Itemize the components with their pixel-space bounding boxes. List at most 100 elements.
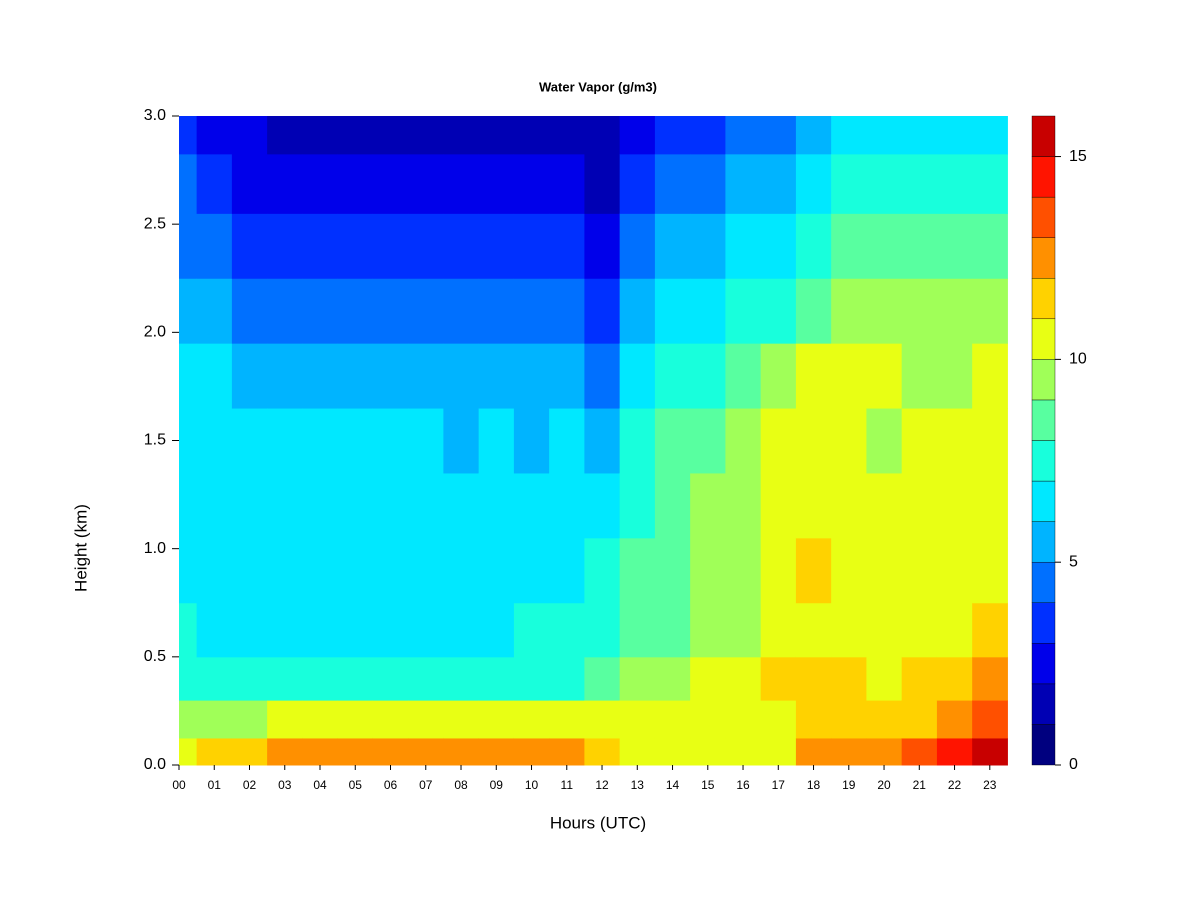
colorbar-band: [1031, 359, 1056, 401]
contour-cell: [267, 537, 303, 604]
contour-cell: [196, 278, 233, 344]
contour-cell: [549, 602, 585, 658]
contour-cell: [267, 116, 303, 155]
colorbar-band: [1031, 318, 1056, 360]
chart-title: Water Vapor (g/m3): [539, 79, 657, 94]
x-tick-label: 16: [736, 778, 750, 792]
contour-cell: [478, 343, 515, 409]
contour-cell: [478, 408, 515, 474]
contour-cell: [478, 213, 515, 279]
contour-cell: [408, 278, 444, 344]
contour-cell: [972, 602, 1008, 658]
x-tick-label: 03: [278, 778, 292, 792]
contour-cell: [549, 408, 585, 474]
contour-cell: [267, 602, 303, 658]
contour-cell: [831, 700, 867, 739]
contour-cell: [372, 700, 409, 739]
contour-cell: [372, 472, 409, 539]
contour-cell: [443, 656, 480, 701]
contour-cell: [901, 537, 938, 604]
contour-cell: [690, 343, 726, 409]
contour-cell: [795, 537, 832, 604]
contour-cell: [972, 408, 1008, 474]
contour-cell: [936, 602, 973, 658]
contour-cell: [654, 656, 691, 701]
x-tick-label: 08: [454, 778, 468, 792]
contour-cell: [337, 116, 374, 155]
contour-cell: [372, 408, 409, 474]
contour-cell: [866, 737, 903, 766]
contour-cell: [179, 602, 198, 658]
colorbar-band: [1031, 115, 1056, 157]
contour-cell: [619, 343, 656, 409]
contour-cell: [654, 472, 691, 539]
contour-field: [179, 116, 1008, 766]
contour-cell: [901, 153, 938, 214]
contour-cell: [760, 537, 797, 604]
contour-cell: [795, 700, 832, 739]
contour-cell: [513, 537, 550, 604]
x-tick-label: 22: [948, 778, 962, 792]
y-tick-label: 2.5: [144, 215, 166, 232]
contour-cell: [408, 408, 444, 474]
contour-cell: [443, 602, 480, 658]
contour-cell: [372, 537, 409, 604]
contour-cell: [443, 278, 480, 344]
colorbar-band: [1031, 683, 1056, 725]
contour-cell: [760, 602, 797, 658]
contour-cell: [972, 537, 1008, 604]
contour-cell: [196, 700, 233, 739]
contour-cell: [972, 472, 1008, 539]
contour-cell: [901, 472, 938, 539]
contour-cell: [513, 408, 550, 474]
contour-cell: [513, 116, 550, 155]
contour-cell: [866, 472, 903, 539]
contour-cell: [690, 737, 726, 766]
contour-cell: [372, 116, 409, 155]
x-tick-label: 15: [701, 778, 715, 792]
y-tick-label: 1.0: [144, 540, 166, 557]
contour-cell: [795, 472, 832, 539]
colorbar-band: [1031, 643, 1056, 685]
contour-cell: [337, 278, 374, 344]
contour-cell: [866, 656, 903, 701]
contour-cell: [179, 343, 198, 409]
contour-cell: [337, 213, 374, 279]
contour-cell: [443, 537, 480, 604]
colorbar-band: [1031, 561, 1056, 603]
contour-cell: [513, 278, 550, 344]
contour-cell: [302, 278, 339, 344]
contour-cell: [866, 116, 903, 155]
x-tick-label: 02: [243, 778, 257, 792]
colorbar-band: [1031, 156, 1056, 198]
contour-cell: [267, 153, 303, 214]
contour-cell: [478, 737, 515, 766]
contour-cell: [972, 153, 1008, 214]
contour-cell: [690, 408, 726, 474]
contour-cell: [337, 343, 374, 409]
contour-cell: [267, 700, 303, 739]
contour-cell: [372, 737, 409, 766]
contour-cell: [795, 737, 832, 766]
contour-cell: [337, 472, 374, 539]
contour-cell: [196, 408, 233, 474]
contour-cell: [725, 343, 762, 409]
contour-cell: [901, 213, 938, 279]
contour-cell: [619, 537, 656, 604]
contour-cell: [478, 278, 515, 344]
colorbar-band: [1031, 480, 1056, 522]
colorbar-band: [1031, 521, 1056, 563]
contour-cell: [619, 737, 656, 766]
contour-cell: [725, 116, 762, 155]
contour-cell: [302, 537, 339, 604]
y-tick-label: 1.5: [144, 432, 166, 449]
contour-cell: [549, 737, 585, 766]
contour-cell: [196, 602, 233, 658]
contour-cell: [513, 656, 550, 701]
contour-cell: [866, 537, 903, 604]
contour-cell: [584, 116, 621, 155]
contour-cell: [725, 408, 762, 474]
contour-cell: [179, 213, 198, 279]
contour-cell: [549, 213, 585, 279]
contour-cell: [654, 602, 691, 658]
